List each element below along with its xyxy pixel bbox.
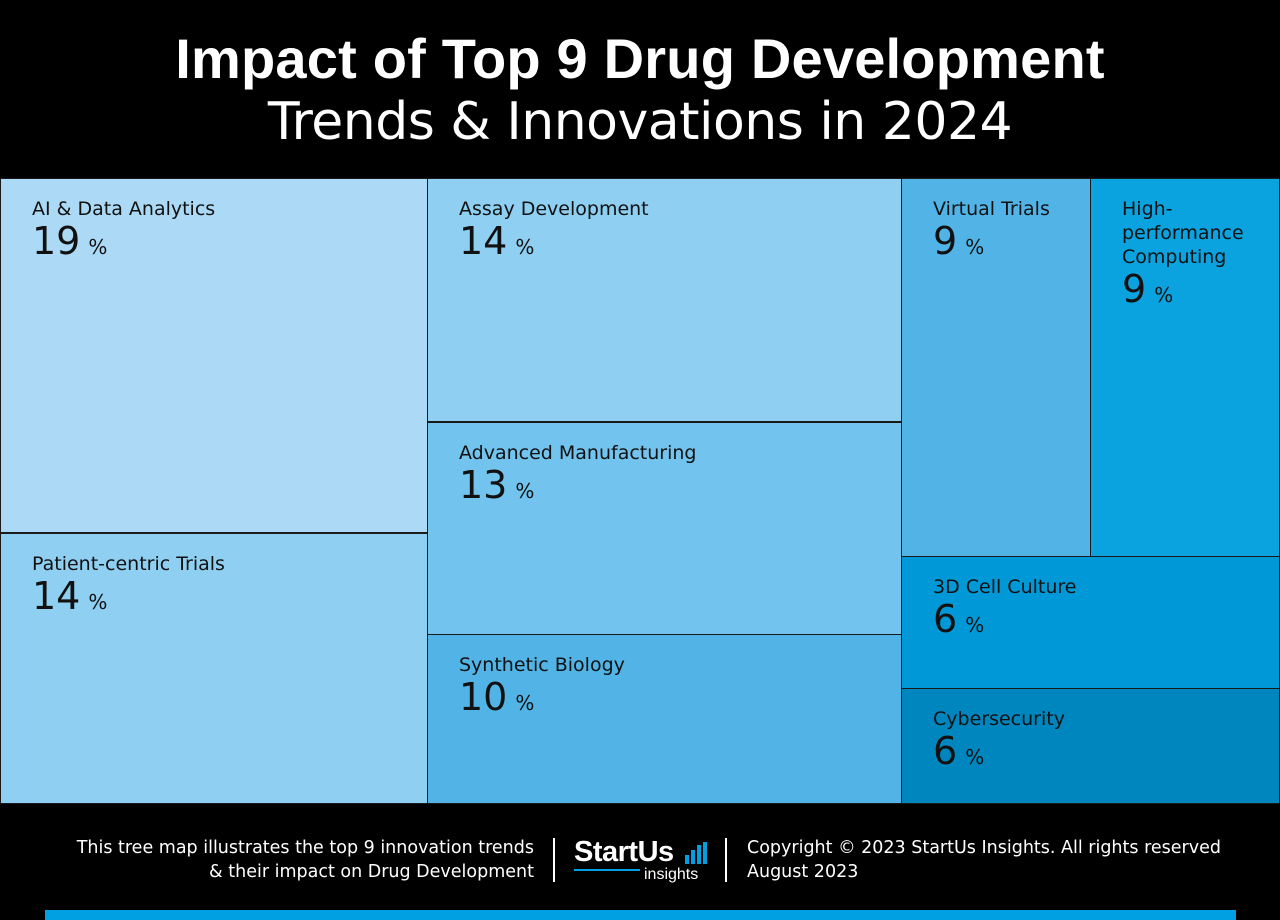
- tile-label: AI & Data Analytics: [32, 198, 216, 220]
- accent-bar: [45, 910, 1236, 920]
- footer-description-line1: This tree map illustrates the top 9 inno…: [76, 838, 534, 858]
- treemap-tile: AI & Data Analytics 19%: [0, 178, 428, 533]
- tile-label: High-performance Computing: [1122, 198, 1244, 268]
- treemap-tile: Assay Development 14%: [427, 178, 902, 422]
- treemap-tile: 3D Cell Culture 6%: [901, 556, 1280, 689]
- tile-value: 9%: [933, 219, 984, 263]
- tile-value: 9%: [1122, 267, 1173, 311]
- footer-description-line2: & their impact on Drug Development: [209, 862, 534, 882]
- tile-value: 6%: [933, 729, 984, 773]
- page-subtitle: Trends & Innovations in 2024: [267, 92, 1013, 152]
- tile-value-number: 14: [32, 574, 81, 618]
- tile-value-number: 10: [459, 675, 508, 719]
- footer-description: This tree map illustrates the top 9 inno…: [14, 836, 534, 884]
- tile-value: 19%: [32, 219, 107, 263]
- tile-value-number: 6: [933, 729, 958, 773]
- treemap-tile: Advanced Manufacturing 13%: [427, 422, 902, 635]
- footer-divider-left: [553, 838, 555, 882]
- bar-chart-icon: [685, 842, 707, 864]
- copyright-text: Copyright © 2023 StartUs Insights. All r…: [747, 838, 1221, 858]
- tile-value-unit: %: [965, 613, 985, 637]
- page-title: Impact of Top 9 Drug Development: [175, 27, 1105, 90]
- treemap-tile: Virtual Trials 9%: [901, 178, 1091, 557]
- logo-wordmark: StartUs: [574, 836, 674, 868]
- tile-label: Virtual Trials: [933, 198, 1050, 220]
- tile-value-number: 19: [32, 219, 81, 263]
- tile-value-unit: %: [515, 235, 535, 259]
- tile-value-unit: %: [965, 235, 985, 259]
- tile-value-unit: %: [1154, 283, 1174, 307]
- tile-label: Assay Development: [459, 198, 649, 220]
- tile-label: Synthetic Biology: [459, 654, 625, 676]
- tile-value-number: 9: [1122, 267, 1147, 311]
- treemap-tile: Synthetic Biology 10%: [427, 634, 902, 804]
- tile-value-number: 6: [933, 597, 958, 641]
- tile-value-number: 9: [933, 219, 958, 263]
- tile-label: Cybersecurity: [933, 708, 1065, 730]
- footer: This tree map illustrates the top 9 inno…: [0, 804, 1280, 920]
- treemap-chart: AI & Data Analytics 19% Patient-centric Tr…: [0, 178, 1280, 804]
- tile-value: 14%: [32, 574, 107, 618]
- publish-date: August 2023: [747, 862, 859, 882]
- logo-underline: [574, 869, 640, 871]
- tile-value-unit: %: [88, 590, 108, 614]
- header: Impact of Top 9 Drug Development Trends …: [0, 0, 1280, 178]
- treemap-tile: Cybersecurity 6%: [901, 688, 1280, 804]
- treemap-tile: Patient-centric Trials 14%: [0, 533, 428, 804]
- tile-label: Advanced Manufacturing: [459, 442, 697, 464]
- footer-divider-right: [725, 838, 727, 882]
- tile-value: 14%: [459, 219, 534, 263]
- tile-value-unit: %: [515, 479, 535, 503]
- tile-value: 10%: [459, 675, 534, 719]
- tile-value-unit: %: [965, 745, 985, 769]
- tile-value: 13%: [459, 463, 534, 507]
- tile-value-number: 14: [459, 219, 508, 263]
- treemap-tile: High-performance Computing 9%: [1090, 178, 1280, 557]
- tile-value-number: 13: [459, 463, 508, 507]
- startus-logo[interactable]: StartUs insights: [574, 836, 714, 884]
- tile-value: 6%: [933, 597, 984, 641]
- footer-copyright-block: Copyright © 2023 StartUs Insights. All r…: [747, 836, 1267, 884]
- tile-label: 3D Cell Culture: [933, 576, 1077, 598]
- tile-value-unit: %: [515, 691, 535, 715]
- tile-label: Patient-centric Trials: [32, 553, 225, 575]
- logo-subtext: insights: [644, 866, 699, 883]
- tile-value-unit: %: [88, 235, 108, 259]
